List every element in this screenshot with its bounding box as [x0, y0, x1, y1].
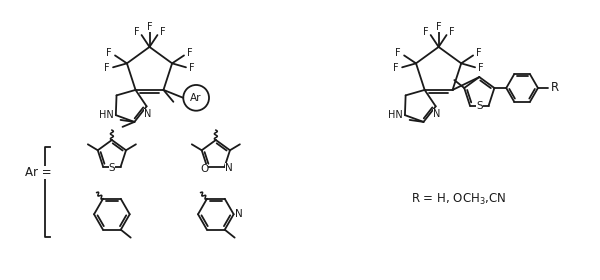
Text: F: F: [160, 27, 165, 37]
Text: N: N: [433, 109, 440, 119]
Text: R = H, OCH$_3$,CN: R = H, OCH$_3$,CN: [411, 192, 506, 207]
Text: F: F: [476, 48, 482, 59]
Text: F: F: [423, 27, 428, 37]
Text: F: F: [395, 48, 401, 59]
Text: O: O: [200, 164, 208, 174]
Text: HN: HN: [388, 110, 403, 120]
Text: F: F: [449, 27, 454, 37]
Text: F: F: [104, 63, 110, 73]
Text: S: S: [109, 163, 115, 173]
Text: R: R: [551, 81, 559, 94]
Text: F: F: [436, 22, 442, 32]
Text: F: F: [394, 63, 399, 73]
Text: HN: HN: [98, 110, 113, 120]
Text: F: F: [187, 48, 193, 59]
Text: F: F: [106, 48, 112, 59]
Text: Ar =: Ar =: [25, 166, 52, 179]
Text: F: F: [478, 63, 484, 73]
Text: F: F: [189, 63, 195, 73]
Text: N: N: [235, 209, 242, 219]
Text: N: N: [224, 163, 232, 173]
Text: F: F: [134, 27, 139, 37]
Text: S: S: [476, 101, 482, 111]
Text: N: N: [144, 109, 151, 119]
Text: Ar: Ar: [190, 93, 202, 103]
Text: F: F: [146, 22, 152, 32]
